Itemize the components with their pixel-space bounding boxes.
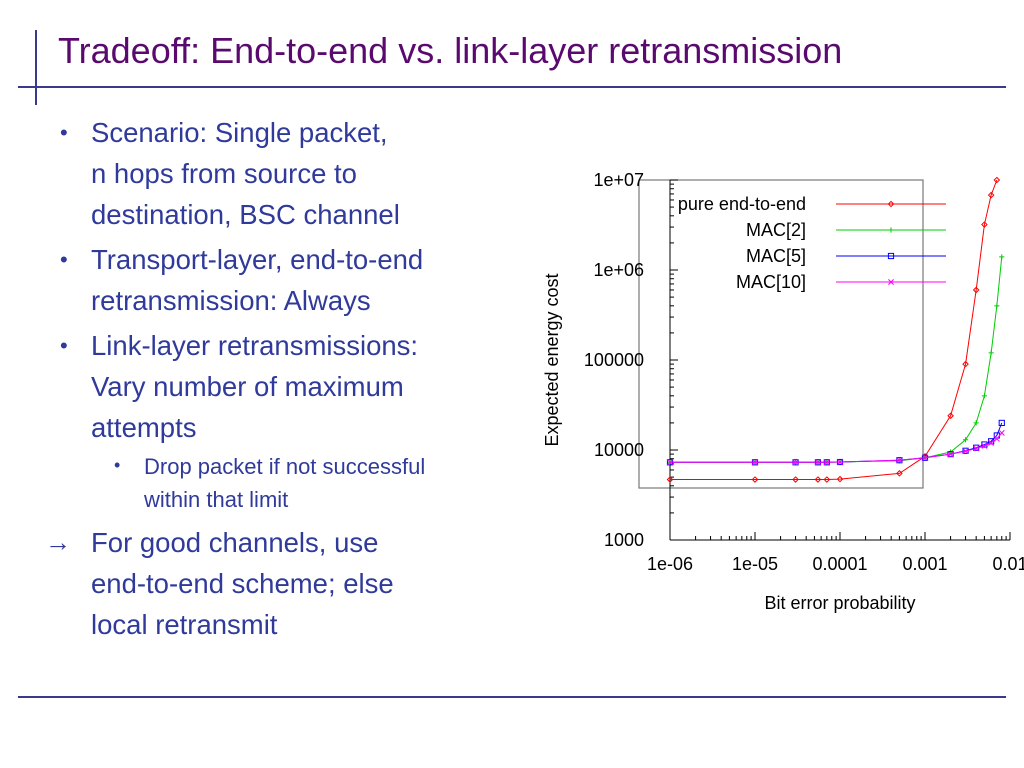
data-point <box>994 303 1000 309</box>
data-point <box>999 254 1005 260</box>
bullet-scenario: • Scenario: Single packet, n hops from s… <box>58 112 528 235</box>
data-point <box>998 419 1005 427</box>
title-underline-rule <box>18 86 1006 88</box>
series-line <box>670 256 1003 463</box>
inset-frame <box>638 179 924 489</box>
data-point <box>887 200 895 208</box>
data-point <box>667 459 673 466</box>
x-axis-label: Bit error probability <box>764 593 915 613</box>
data-point <box>666 476 674 483</box>
bullet-line: Transport-layer, end-to-end <box>91 244 424 275</box>
data-point <box>836 475 844 483</box>
conclusion-line: For good channels, use <box>91 527 379 558</box>
sub-bullet-drop: • Drop packet if not successful within t… <box>58 450 528 516</box>
data-point <box>962 360 969 368</box>
data-point <box>887 252 895 260</box>
data-point <box>988 439 995 446</box>
bullet-line: retransmission: Always <box>91 285 371 316</box>
data-point <box>988 350 994 356</box>
legend-label: pure end-to-end <box>678 194 806 214</box>
legend-label: MAC[10] <box>736 272 806 292</box>
bullet-line: attempts <box>91 412 197 443</box>
data-point <box>823 476 831 483</box>
data-point <box>987 191 995 199</box>
y-tick-label: 1e+06 <box>593 260 644 280</box>
data-point <box>922 454 928 461</box>
slide-title: Tradeoff: End-to-end vs. link-layer retr… <box>58 30 843 71</box>
bullet-line: destination, BSC channel <box>91 199 400 230</box>
data-point <box>896 470 903 477</box>
data-point <box>896 457 903 464</box>
x-tick-label: 0.001 <box>902 554 947 574</box>
conclusion-line: local retransmit <box>91 609 278 640</box>
data-point <box>947 451 954 458</box>
data-point <box>752 459 758 466</box>
bullet-list: • Scenario: Single packet, n hops from s… <box>45 112 528 645</box>
data-point <box>993 176 1001 184</box>
bullet-dot-icon: • <box>60 120 68 145</box>
series-line <box>670 179 998 481</box>
data-point <box>947 412 954 420</box>
y-tick-label: 100000 <box>584 350 644 370</box>
data-point <box>751 476 759 483</box>
data-point <box>814 476 822 483</box>
bullet-line: Scenario: Single packet, <box>91 117 388 148</box>
data-point <box>973 445 980 452</box>
data-point <box>981 221 988 228</box>
y-axis-label: Expected energy cost <box>542 273 562 446</box>
bullet-line: within that limit <box>144 487 289 512</box>
bullet-linklayer: • Link-layer retransmissions: Vary numbe… <box>58 325 528 448</box>
x-tick-label: 0.01 <box>992 554 1024 574</box>
data-point <box>981 442 988 449</box>
x-tick-label: 1e-06 <box>647 554 693 574</box>
data-point <box>888 279 894 285</box>
bullet-line: Link-layer retransmissions: <box>91 330 419 361</box>
data-point <box>837 459 843 465</box>
title-vertical-rule <box>35 30 37 105</box>
bullet-dot-icon: • <box>60 247 68 272</box>
x-tick-label: 1e-05 <box>732 554 778 574</box>
y-tick-label: 1e+07 <box>593 170 644 190</box>
footer-rule <box>18 696 1006 698</box>
y-tick-label: 1000 <box>604 530 644 550</box>
data-point <box>814 459 821 466</box>
x-tick-label: 0.0001 <box>812 554 867 574</box>
data-point <box>962 437 969 443</box>
right-arrow-icon: → <box>45 527 71 557</box>
bullet-line: Vary number of maximum <box>91 371 404 402</box>
data-point <box>973 420 979 426</box>
data-point <box>792 476 799 483</box>
conclusion: → For good channels, use end-to-end sche… <box>35 522 528 645</box>
bullet-dot-icon: • <box>114 455 121 475</box>
legend-label: MAC[5] <box>746 246 806 266</box>
data-point <box>888 227 894 233</box>
conclusion-line: end-to-end scheme; else <box>91 568 394 599</box>
data-point <box>962 448 969 455</box>
legend-label: MAC[2] <box>746 220 806 240</box>
bullet-dot-icon: • <box>60 333 68 358</box>
series-line <box>670 432 1003 463</box>
data-point <box>972 286 980 294</box>
bullet-line: Drop packet if not successful <box>144 454 426 479</box>
y-tick-label: 10000 <box>594 440 644 460</box>
bullet-line: n hops from source to <box>91 158 357 189</box>
data-point <box>823 459 830 466</box>
data-point <box>792 459 799 466</box>
data-point <box>981 393 988 399</box>
data-point <box>993 435 1000 442</box>
bullet-transport: • Transport-layer, end-to-end retransmis… <box>58 239 528 321</box>
data-point <box>998 429 1005 436</box>
